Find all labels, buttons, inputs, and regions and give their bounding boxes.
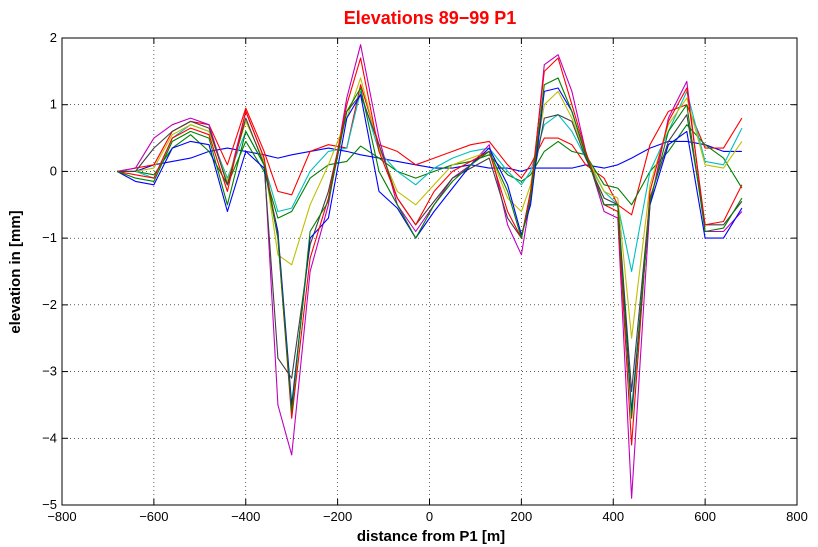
x-tick-label: −200 <box>323 509 352 524</box>
axis-ticks: −800 −600 −400 −200 0 200 400 600 800 −5 −4 −3 −2 −1 0… <box>42 30 808 524</box>
series-line-10 <box>116 77 743 419</box>
x-tick-label: −800 <box>47 509 76 524</box>
y-tick-label: −1 <box>42 230 57 245</box>
y-tick-label: 1 <box>50 97 57 112</box>
y-tick-label: 2 <box>50 30 57 45</box>
y-tick-label: −3 <box>42 364 57 379</box>
series-line-6 <box>117 77 743 339</box>
plot-lines <box>116 44 743 499</box>
y-tick-label: −2 <box>42 297 57 312</box>
y-tick-label: −5 <box>42 497 57 512</box>
series-line-7 <box>117 94 743 393</box>
series-line-2 <box>117 84 743 216</box>
x-tick-label: 800 <box>786 509 808 524</box>
x-tick-label: −600 <box>139 509 168 524</box>
y-tick-label: 0 <box>50 163 57 178</box>
x-tick-label: 200 <box>511 509 533 524</box>
x-tick-label: 400 <box>602 509 624 524</box>
x-tick-label: −400 <box>231 509 260 524</box>
y-axis-title: elevation in [mm] <box>7 210 24 333</box>
chart-title: Elevations 89−99 P1 <box>344 8 517 28</box>
x-axis-title: distance from P1 [m] <box>357 528 505 545</box>
y-tick-label: −4 <box>42 430 57 445</box>
x-tick-label: 600 <box>694 509 716 524</box>
series-line-9 <box>117 57 743 446</box>
x-tick-label: 0 <box>426 509 433 524</box>
